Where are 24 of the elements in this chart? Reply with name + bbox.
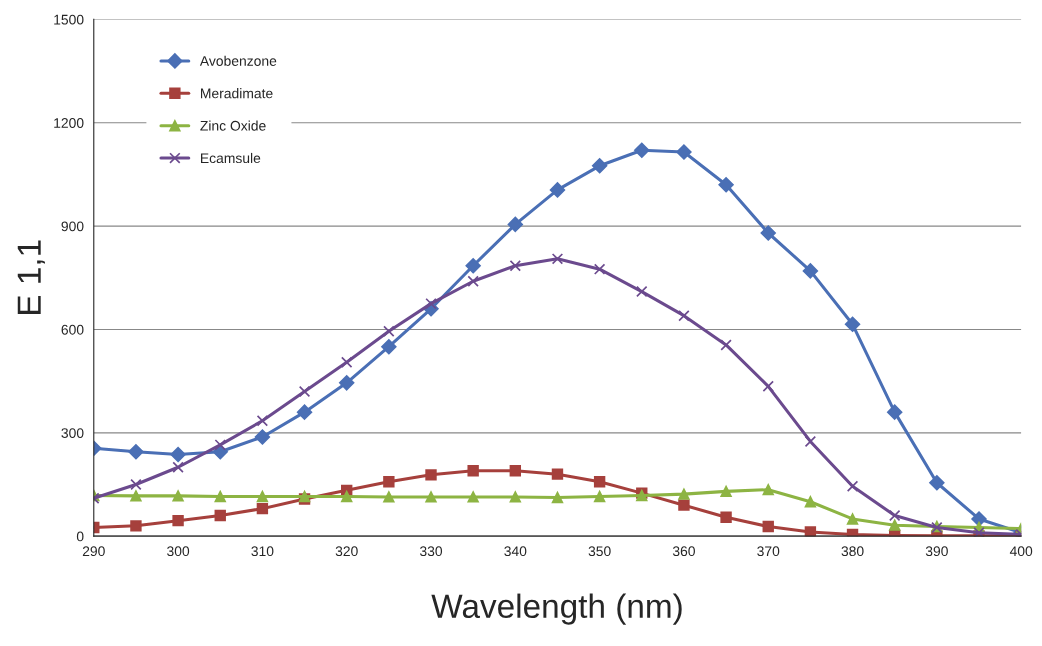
- legend-label: Avobenzone: [199, 55, 277, 66]
- y-tick-label: 0: [76, 531, 84, 542]
- x-tick-label: 380: [841, 546, 864, 557]
- x-tick-label: 310: [251, 546, 274, 557]
- y-tick-label: 1200: [54, 118, 84, 128]
- y-axis-title: E 1,1: [17, 240, 45, 314]
- y-tick-label: 600: [61, 324, 84, 335]
- y-tick-label: 1500: [54, 14, 84, 25]
- x-axis-title: Wavelength (nm): [431, 593, 682, 625]
- x-tick-label: 360: [672, 546, 695, 557]
- x-tick-label: 400: [1009, 546, 1033, 557]
- x-tick-label: 350: [588, 546, 611, 557]
- x-tick-label: 330: [419, 546, 443, 557]
- legend-label: Zinc Oxide: [200, 120, 266, 131]
- x-tick-label: 320: [335, 546, 358, 557]
- x-tick-label: 300: [167, 546, 190, 557]
- legend-label: Ecamsule: [201, 152, 261, 164]
- legend-label: Meradimate: [201, 88, 273, 99]
- y-tick-label: 900: [61, 221, 84, 232]
- y-tick-label: 300: [61, 428, 84, 438]
- x-tick-label: 390: [925, 546, 948, 557]
- x-tick-label: 290: [82, 546, 105, 557]
- x-tick-label: 370: [757, 546, 780, 557]
- x-tick-label: 340: [504, 546, 527, 557]
